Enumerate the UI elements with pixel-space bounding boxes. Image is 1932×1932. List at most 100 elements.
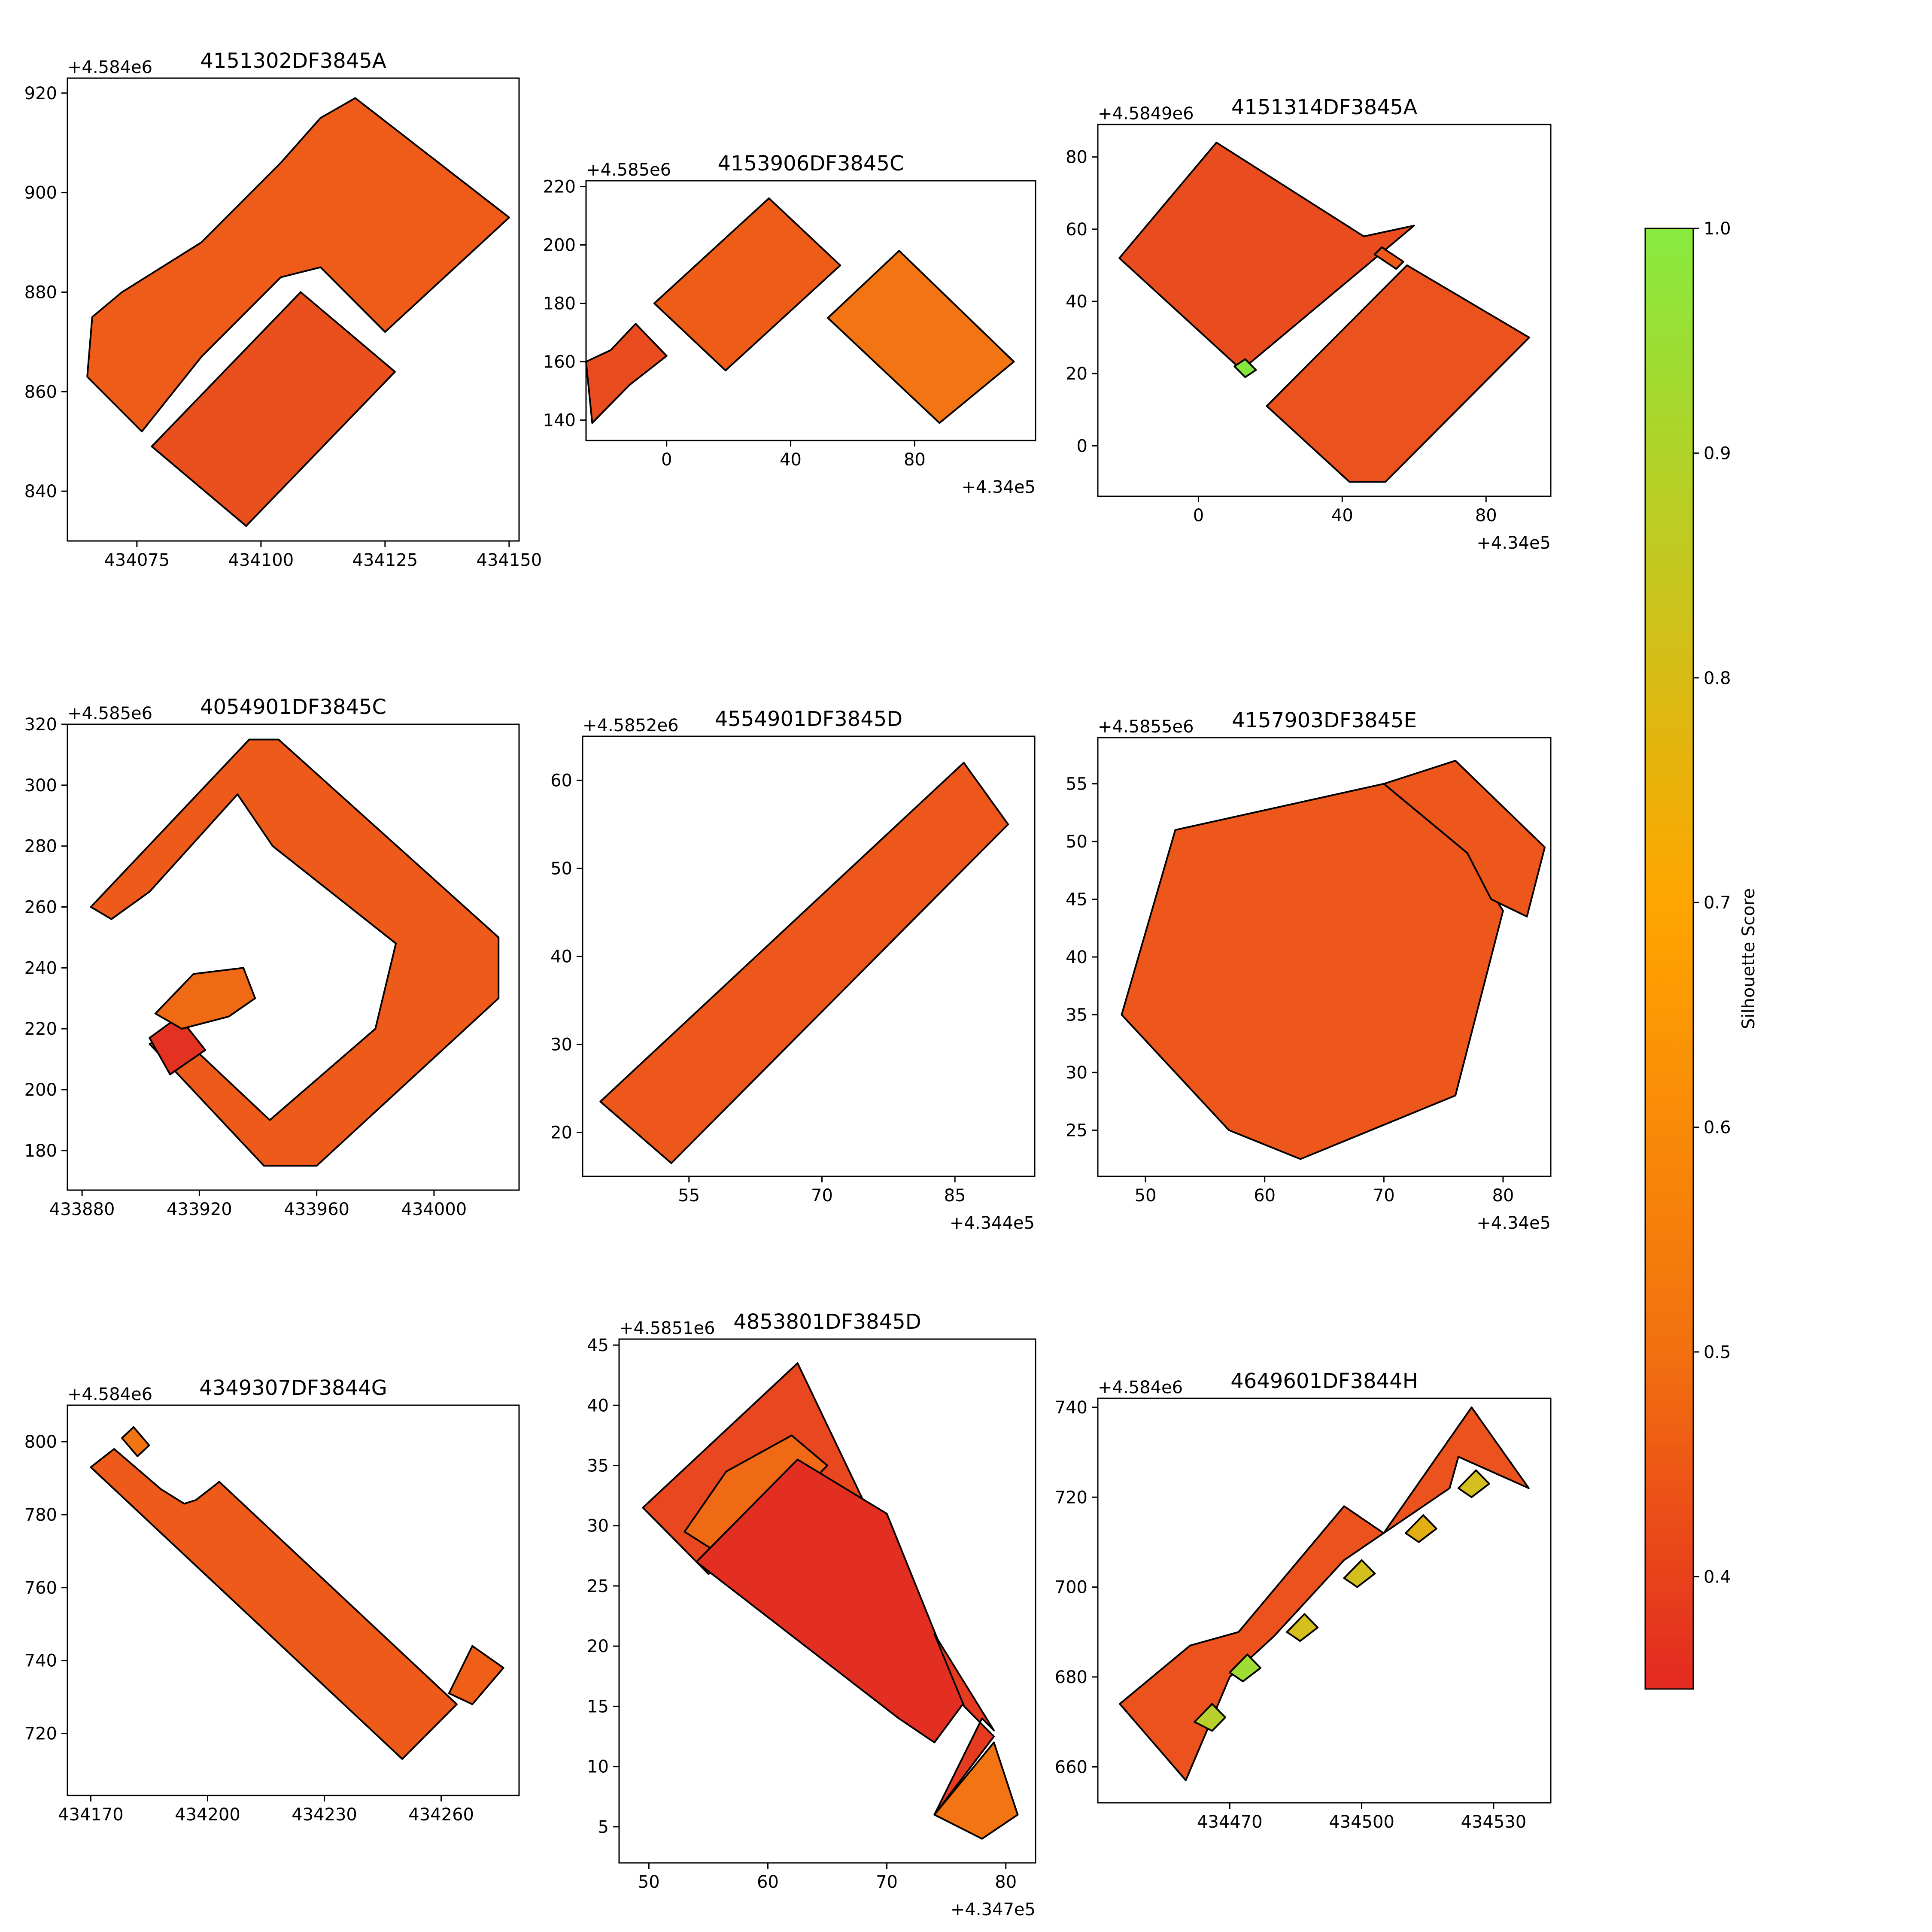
panel-title: 4349307DF3844G xyxy=(199,1376,387,1400)
x-tick-label: 434075 xyxy=(104,550,170,570)
axes-frame xyxy=(67,723,520,1191)
y-offset-label: +4.5851e6 xyxy=(619,1318,715,1338)
y-offset-label: +4.584e6 xyxy=(1098,1378,1183,1397)
x-offset-label: +4.347e5 xyxy=(951,1900,1036,1920)
map-panel-1: 434075 434100 434125 434150 840 860 880 900 920 +… xyxy=(24,49,542,570)
parcel-polygon xyxy=(86,97,510,432)
y-tick-label: 45 xyxy=(587,1336,609,1355)
parcel-polygon xyxy=(448,1645,504,1705)
x-tick-label: 433880 xyxy=(49,1200,115,1219)
y-tick-label: 180 xyxy=(24,1141,57,1161)
y-offset-label: +4.584e6 xyxy=(67,58,152,77)
y-offset-label: +4.584e6 xyxy=(67,1385,152,1404)
colorbar-tick-label: 0.8 xyxy=(1704,668,1731,688)
parcel-polygon xyxy=(1229,1653,1261,1683)
y-tick-label: 10 xyxy=(587,1757,609,1777)
parcel-polygon xyxy=(1373,246,1404,270)
y-tick-label: 300 xyxy=(24,776,57,796)
panel-title: 4649601DF3844H xyxy=(1230,1369,1418,1393)
x-tick-label: 0 xyxy=(661,450,672,470)
colorbar-tick-label: 0.6 xyxy=(1704,1118,1731,1138)
y-tick-label: 260 xyxy=(24,897,57,917)
parcel-polygon xyxy=(599,762,1009,1164)
colorbar-ticks: 0.4 0.5 0.6 0.7 0.8 0.9 1.0 xyxy=(1693,219,1731,1587)
parcel-polygon xyxy=(151,291,396,527)
x-offset-label: +4.34e5 xyxy=(1476,533,1551,553)
panel-title: 4853801DF3845D xyxy=(733,1310,921,1334)
x-tick-label: 434500 xyxy=(1329,1812,1394,1832)
y-tick-label: 15 xyxy=(587,1697,609,1716)
parcel-polygon xyxy=(1405,1514,1437,1543)
parcel-polygon xyxy=(1121,783,1504,1160)
y-tick-label: 180 xyxy=(543,294,576,314)
axes-frame xyxy=(1097,1397,1552,1804)
y-tick-label: 720 xyxy=(1055,1488,1088,1507)
x-tick-label: 80 xyxy=(1475,506,1497,526)
x-tick-label: 434200 xyxy=(175,1805,240,1825)
y-tick-label: 880 xyxy=(24,283,57,302)
x-tick-label: 80 xyxy=(1492,1186,1514,1206)
colorbar-tick-label: 0.9 xyxy=(1704,444,1731,463)
parcel-polygon xyxy=(1118,142,1415,371)
axes-frame xyxy=(67,77,520,542)
y-tick-label: 740 xyxy=(24,1651,57,1671)
y-tick-label: 0 xyxy=(1077,436,1088,456)
y-tick-label: 35 xyxy=(1066,1005,1088,1025)
y-tick-label: 50 xyxy=(1066,832,1088,852)
y-offset-label: +4.5852e6 xyxy=(583,716,679,735)
y-tick-label: 20 xyxy=(587,1637,609,1656)
x-tick-label: 40 xyxy=(780,450,802,470)
y-tick-label: 40 xyxy=(1066,292,1088,312)
x-tick-label: 434470 xyxy=(1197,1812,1263,1832)
y-tick-label: 30 xyxy=(587,1516,609,1536)
y-tick-label: 60 xyxy=(1066,220,1088,240)
parcel-polygon xyxy=(1266,264,1530,483)
x-tick-label: 434530 xyxy=(1461,1812,1526,1832)
parcel-polygon xyxy=(933,1633,995,1816)
map-panel-5: 55 70 85 20 30 40 50 60 +4.5852e6 +4.344e5 4554901… xyxy=(550,707,1036,1233)
axes-frame xyxy=(585,180,1036,441)
axes-frame xyxy=(67,1404,520,1796)
axes-frame xyxy=(618,1338,1036,1864)
x-tick-label: 80 xyxy=(995,1872,1017,1892)
parcel-polygon xyxy=(121,1426,150,1457)
panel-title: 4157903DF3845E xyxy=(1232,708,1417,732)
parcel-polygon xyxy=(827,250,1015,424)
parcel-polygon xyxy=(1343,1559,1376,1588)
y-tick-label: 5 xyxy=(598,1817,609,1837)
x-tick-label: 55 xyxy=(678,1186,700,1206)
parcel-polygon xyxy=(90,1448,458,1760)
y-tick-label: 160 xyxy=(543,352,576,372)
colorbar-gradient xyxy=(1644,228,1694,1690)
y-tick-label: 45 xyxy=(1066,890,1088,910)
x-tick-label: 433960 xyxy=(284,1200,349,1219)
x-tick-label: 85 xyxy=(944,1186,966,1206)
y-tick-label: 200 xyxy=(24,1080,57,1100)
y-tick-label: 25 xyxy=(587,1577,609,1596)
parcel-polygon xyxy=(1194,1703,1226,1732)
x-tick-label: 50 xyxy=(1135,1186,1157,1206)
y-tick-label: 35 xyxy=(587,1456,609,1476)
colorbar-tick-label: 0.5 xyxy=(1704,1343,1731,1362)
y-tick-label: 40 xyxy=(1066,948,1088,967)
x-tick-label: 60 xyxy=(757,1872,779,1892)
x-tick-label: 434000 xyxy=(401,1200,467,1219)
panel-title: 4554901DF3845D xyxy=(715,707,902,731)
x-tick-label: 40 xyxy=(1331,506,1353,526)
y-tick-label: 800 xyxy=(24,1432,57,1452)
y-tick-label: 680 xyxy=(1055,1668,1088,1687)
x-tick-label: 70 xyxy=(876,1872,898,1892)
x-tick-label: 0 xyxy=(1193,506,1204,526)
x-offset-label: +4.34e5 xyxy=(961,477,1036,497)
y-offset-label: +4.585e6 xyxy=(67,704,152,723)
y-tick-label: 30 xyxy=(550,1035,572,1055)
y-tick-label: 140 xyxy=(543,410,576,430)
map-panel-4: 433880 433920 433960 434000 180 200 220 240 260 2… xyxy=(24,695,520,1219)
parcel-polygon xyxy=(1119,1406,1530,1781)
y-tick-label: 40 xyxy=(550,947,572,967)
parcel-polygon xyxy=(1383,759,1546,917)
y-tick-label: 200 xyxy=(543,236,576,255)
y-tick-label: 20 xyxy=(550,1123,572,1143)
y-tick-label: 240 xyxy=(24,958,57,978)
